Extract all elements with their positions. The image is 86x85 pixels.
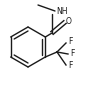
Text: F: F xyxy=(70,49,74,58)
Text: O: O xyxy=(66,16,72,26)
Text: F: F xyxy=(68,37,72,46)
Text: NH: NH xyxy=(56,7,68,16)
Text: F: F xyxy=(68,62,72,70)
